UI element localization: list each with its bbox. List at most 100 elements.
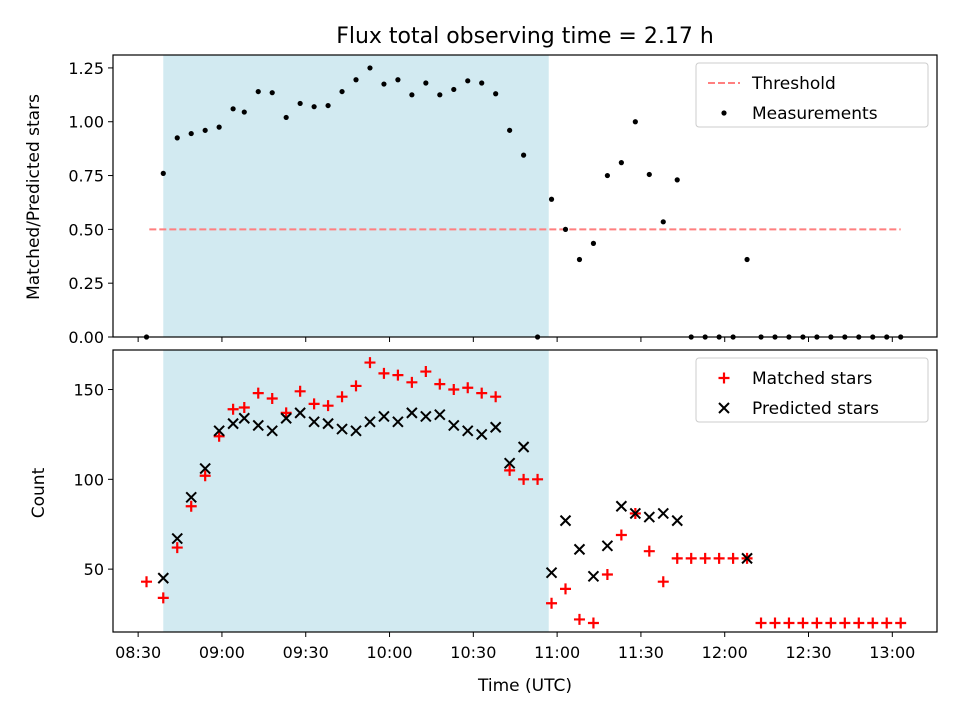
matched-star-point [615, 529, 627, 541]
predicted-star-point [601, 540, 614, 552]
measurement-point [283, 114, 289, 121]
legend-label: Predicted stars [752, 399, 879, 419]
measurement-point [216, 124, 222, 130]
matched-star-point [227, 403, 239, 415]
measurement-point [255, 88, 261, 95]
predicted-star-point [420, 410, 432, 423]
measurement-point [660, 219, 666, 225]
matched-star-point [378, 367, 390, 379]
top-ylabel: Matched/Predicted stars [24, 94, 44, 300]
predicted-star-point [252, 419, 264, 432]
bottom-panel: Count Time (UTC) 50 100 150 08:30 09:00 09:30… [29, 349, 938, 696]
measurement-point [604, 172, 611, 179]
measurement-point [269, 90, 275, 96]
matched-star-point [185, 500, 197, 512]
matched-star-point [280, 407, 292, 419]
predicted-star-point [185, 491, 197, 503]
matched-star-point [657, 576, 669, 588]
predicted-star-point [462, 425, 474, 437]
matched-star-point [671, 552, 683, 564]
measurement-point [381, 81, 387, 87]
legend-measurement-swatch [721, 110, 727, 116]
y-tick-label: 0.00 [68, 328, 104, 347]
predicted-star-point [475, 428, 488, 441]
matched-star-point [420, 366, 432, 378]
measurement-point [160, 170, 166, 176]
axes-frame [112, 349, 938, 633]
measurement-point [353, 77, 359, 83]
matched-star-point [392, 369, 404, 381]
measurement-point [311, 104, 317, 110]
measurement-point [339, 88, 345, 95]
predicted-star-point [741, 552, 753, 565]
matched-star-point [266, 392, 278, 404]
predicted-star-point [559, 514, 572, 527]
predicted-star-point [448, 419, 460, 432]
y-tick-label: 0.50 [68, 220, 104, 239]
matched-star-point [406, 376, 418, 388]
matched-star-point [769, 617, 781, 629]
x-tick-label: 09:30 [283, 643, 329, 662]
matched-star-point [490, 391, 502, 403]
measurement-point [590, 240, 597, 246]
y-tick-label: 50 [84, 560, 104, 579]
x-tick-label: 09:00 [199, 643, 245, 662]
observing-span [163, 350, 549, 632]
bottom-ylabel: Count [29, 467, 49, 518]
matched-star-point [685, 552, 697, 564]
matched-star-point [881, 617, 893, 629]
matched-star-point [797, 617, 809, 629]
predicted-star-point [517, 441, 530, 453]
measurement-point [174, 135, 180, 141]
matched-star-point [546, 597, 558, 609]
matched-star-point [364, 357, 376, 369]
measurement-point [241, 109, 247, 115]
matched-star-point [308, 398, 320, 410]
matched-star-point [867, 617, 879, 629]
y-tick-label: 0.25 [68, 274, 104, 293]
matched-star-point [252, 387, 264, 399]
predicted-star-point [378, 410, 390, 423]
y-tick-label: 150 [73, 381, 104, 400]
matched-star-point [448, 384, 460, 396]
matched-star-point [601, 569, 613, 581]
measurement-point [202, 127, 208, 133]
predicted-star-point [406, 407, 418, 419]
predicted-star-point [615, 500, 628, 512]
matched-star-point [573, 613, 585, 625]
top-panel: Matched/Predicted stars 0.00 0.25 0.50 0.75… [24, 54, 938, 347]
matched-star-point [238, 401, 250, 413]
matched-star-point [213, 430, 225, 442]
predicted-star-point [213, 425, 225, 437]
matched-star-point [336, 391, 348, 403]
x-tick-label: 11:30 [618, 643, 664, 662]
legend-box [695, 357, 929, 423]
predicted-star-point [545, 567, 558, 579]
legend: Threshold Measurements [695, 62, 929, 128]
observing-span [163, 55, 549, 337]
y-tick-label: 100 [73, 470, 104, 489]
measurement-point [437, 92, 443, 98]
matched-star-point [171, 542, 183, 554]
measurement-point [744, 256, 750, 263]
matched-star-point [476, 387, 488, 399]
bottom-xlabel: Time (UTC) [477, 676, 572, 696]
legend-box [695, 62, 929, 128]
measurement-point [188, 130, 194, 137]
measurement-point [230, 106, 236, 112]
measurement-point [521, 152, 527, 158]
predicted-star-point [671, 514, 683, 527]
x-tick-label: 11:00 [534, 643, 580, 662]
y-tick-label: 1.25 [68, 59, 104, 78]
legend-label: Matched stars [752, 369, 872, 389]
matched-star-point [587, 617, 599, 629]
predicted-star-point [364, 416, 376, 428]
matched-star-point [462, 382, 474, 394]
predicted-star-point [489, 421, 502, 433]
matched-star-point [518, 473, 530, 485]
predicted-star-point [392, 416, 404, 428]
axes-frame [112, 54, 938, 338]
y-tick-label: 0.75 [68, 167, 104, 186]
measurement-point [325, 102, 331, 109]
